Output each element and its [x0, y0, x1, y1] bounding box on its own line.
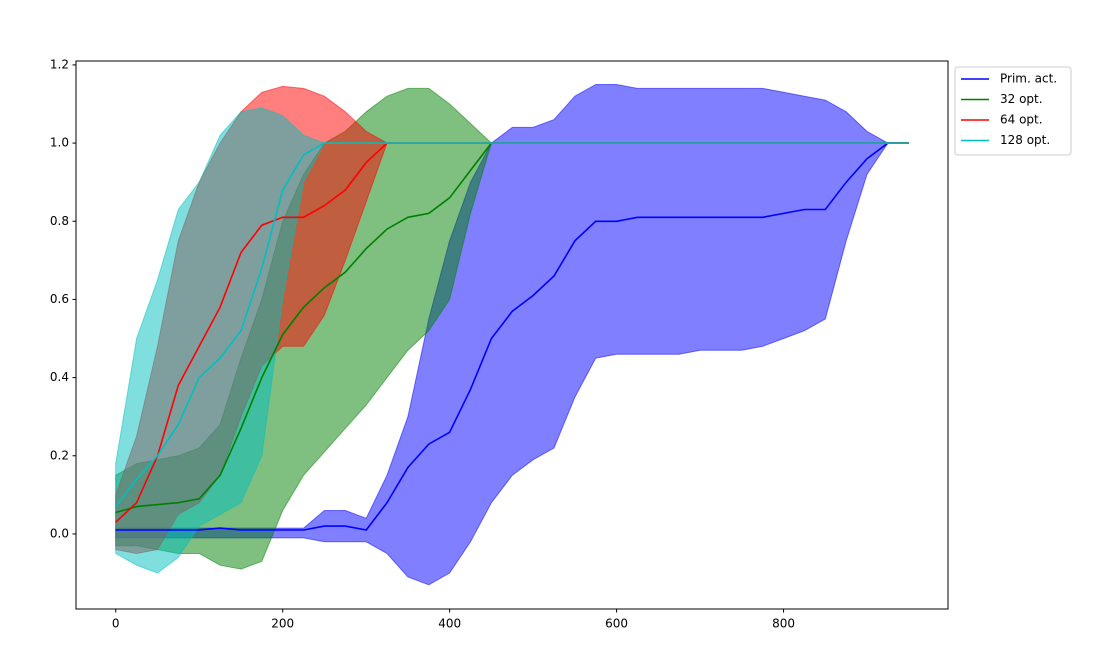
x-tick-label: 800	[772, 617, 795, 631]
legend-label: 128 opt.	[1000, 133, 1050, 147]
plot-frame	[75, 60, 949, 610]
legend-label: Prim. act.	[1000, 72, 1057, 86]
x-tick-label: 200	[271, 617, 294, 631]
legend: Prim. act. 32 opt. 64 opt. 128 opt.	[954, 66, 1072, 156]
y-tick-label: 1.2	[50, 57, 69, 71]
y-tick-label: 0.4	[50, 370, 69, 384]
y-tick-label: 0.8	[50, 214, 69, 228]
line	[115, 142, 909, 531]
x-tick-label: 0	[112, 617, 120, 631]
y-tick-label: 0.2	[50, 448, 69, 462]
legend-label: 32 opt.	[1000, 92, 1043, 106]
legend-box	[954, 66, 1072, 156]
bands	[115, 84, 909, 586]
legend-label: 64 opt.	[1000, 113, 1043, 127]
x-tick-label: 400	[438, 617, 461, 631]
ticks: 0 200 400 600 800 0.0 0.2 0.4 0.6 0.8 1.0 1.2	[50, 57, 795, 630]
x-tick-label: 600	[605, 617, 628, 631]
y-tick-label: 0.0	[50, 526, 69, 540]
y-tick-label: 0.6	[50, 292, 69, 306]
y-tick-label: 1.0	[50, 136, 69, 150]
lines	[115, 142, 909, 531]
line	[115, 142, 909, 508]
